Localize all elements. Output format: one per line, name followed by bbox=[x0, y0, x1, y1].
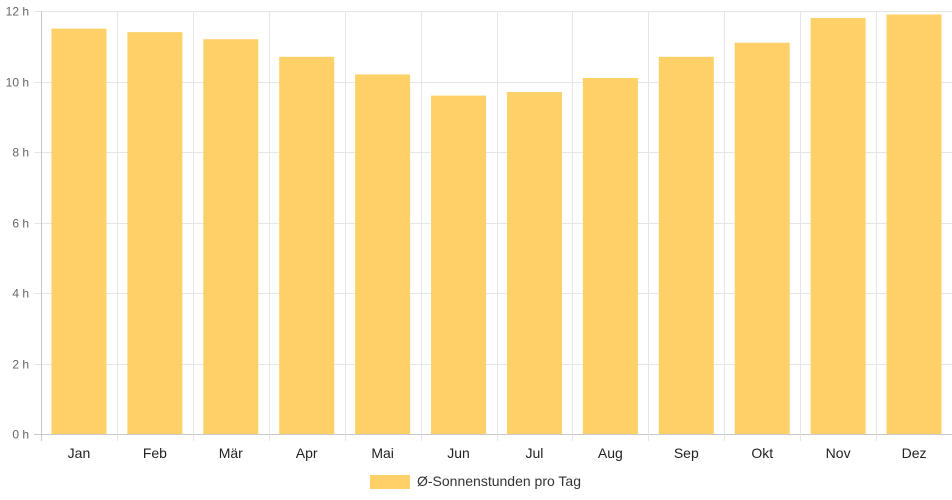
x-tick-label: Sep bbox=[674, 445, 699, 461]
y-tick-label: 12 h bbox=[6, 5, 29, 19]
y-tick-label: 6 h bbox=[12, 217, 29, 231]
bars-layer bbox=[51, 14, 942, 435]
axis-layer: 0 h 2 h 4 h 6 h 8 h 10 h 12 h Jan Feb Mär Apr Mai Ju… bbox=[6, 5, 927, 462]
x-tick-label: Okt bbox=[751, 445, 773, 461]
bar-jul bbox=[506, 92, 562, 434]
x-tick-label: Jan bbox=[68, 445, 91, 461]
bar-feb bbox=[127, 32, 183, 435]
y-tick-label: 2 h bbox=[12, 358, 29, 372]
legend[interactable]: Ø-Sonnenstunden pro Tag bbox=[370, 473, 581, 489]
y-tick-label: 8 h bbox=[12, 146, 29, 160]
bar-mär bbox=[203, 39, 259, 434]
x-tick-label: Aug bbox=[598, 445, 623, 461]
x-tick-label: Jun bbox=[447, 445, 470, 461]
bar-dez bbox=[886, 14, 942, 435]
x-tick-label: Apr bbox=[296, 445, 318, 461]
x-tick-label: Jul bbox=[526, 445, 544, 461]
bar-sep bbox=[658, 56, 714, 434]
legend-label: Ø-Sonnenstunden pro Tag bbox=[417, 473, 581, 489]
x-tick-label: Mär bbox=[219, 445, 243, 461]
y-tick-label: 0 h bbox=[12, 428, 29, 442]
x-tick-label: Nov bbox=[826, 445, 851, 461]
x-tick-label: Dez bbox=[902, 445, 927, 461]
y-tick-label: 10 h bbox=[6, 76, 29, 90]
legend-swatch bbox=[370, 475, 410, 489]
bar-mai bbox=[355, 74, 411, 434]
bar-apr bbox=[279, 56, 335, 434]
grid-layer bbox=[34, 11, 952, 441]
bar-jun bbox=[431, 95, 487, 434]
bar-nov bbox=[810, 18, 866, 435]
bar-okt bbox=[734, 42, 790, 434]
x-tick-label: Mai bbox=[371, 445, 394, 461]
bar-aug bbox=[582, 77, 638, 434]
bar-jan bbox=[51, 28, 107, 434]
y-tick-label: 4 h bbox=[12, 287, 29, 301]
x-tick-label: Feb bbox=[143, 445, 167, 461]
